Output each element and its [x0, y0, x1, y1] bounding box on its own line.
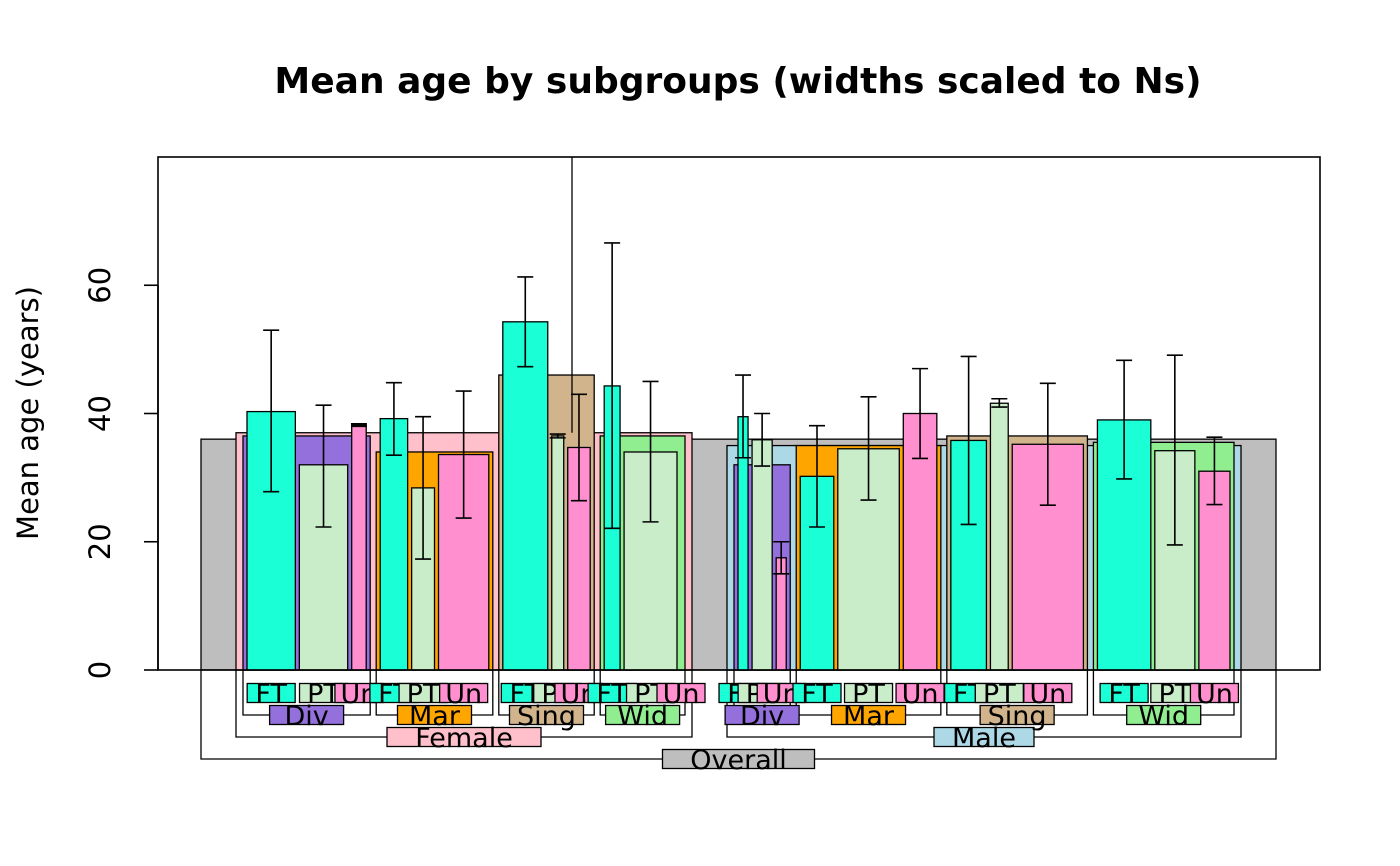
male-label: Male — [952, 723, 1016, 754]
female-sing-label: Sing — [517, 701, 576, 732]
male-sing-label-box — [979, 704, 1055, 726]
overall-label-box — [661, 748, 816, 770]
male-wid-ft-label: FT — [1108, 679, 1140, 710]
plot-frame — [157, 156, 1321, 671]
female-mar-un-label-box — [438, 682, 489, 704]
overall-label: Overall — [690, 745, 787, 776]
male-mar-pt-label-box — [843, 682, 894, 704]
male-mar-pt-label: PT — [852, 679, 885, 710]
male-div-label: Div — [740, 701, 784, 732]
male-sing-label: Sing — [988, 701, 1047, 732]
y-axis: 0 20 40 60 — [83, 267, 159, 679]
male-label-box — [933, 726, 1035, 748]
chart-title: Mean age by subgroups (widths scaled to … — [274, 61, 1201, 102]
female-mar-ft-bar — [379, 417, 409, 671]
male-mar-label: Mar — [843, 701, 895, 732]
male-mar-label-box — [830, 704, 907, 726]
male-sing-un-label-box — [1023, 682, 1073, 704]
male-div-un-bar — [775, 557, 787, 671]
male-mar-un-label: Un — [902, 679, 939, 710]
female-div-label-box — [268, 704, 345, 726]
female-sing-label-box — [508, 704, 585, 726]
female-div-un-bar — [351, 424, 367, 671]
male-wid-label-box — [1126, 704, 1202, 726]
bars — [200, 157, 1277, 671]
male-div-label-box — [724, 704, 800, 726]
female-wid-un-label: Un — [663, 679, 700, 710]
male-wid-un-label: Un — [1196, 679, 1233, 710]
female-wid-un-label-box — [656, 682, 706, 704]
female-mar-un-label: Un — [445, 679, 482, 710]
female-wid-ft-label: FT — [596, 679, 628, 710]
female-label: Female — [415, 723, 513, 754]
female-mar-label: Mar — [409, 701, 461, 732]
male-sing-un-label: Un — [1029, 679, 1066, 710]
female-mar-pt-label: PT — [407, 679, 440, 710]
y-tick-label-60: 60 — [83, 267, 117, 304]
y-axis-label: Mean age (years) — [11, 286, 45, 540]
y-tick-label-20: 20 — [83, 523, 117, 560]
female-wid-label: Wid — [617, 701, 668, 732]
female-label-box — [386, 726, 542, 748]
male-sing-pt-label: PT — [983, 679, 1016, 710]
y-tick-label-40: 40 — [83, 395, 117, 432]
female-div-ft-label-box — [246, 682, 296, 704]
female-div-ft-label: FT — [255, 679, 287, 710]
group-labels: Overall Female Male Div Mar Sing Wid Div Mar Sing… — [200, 670, 1277, 776]
male-wid-un-label-box — [1189, 682, 1240, 704]
female-sing-ft-bar — [502, 321, 549, 671]
male-wid-pt-label: PT — [1158, 679, 1191, 710]
male-div-pt-bar — [751, 439, 773, 671]
male-wid-ft-label-box — [1099, 682, 1149, 704]
male-wid-label: Wid — [1138, 701, 1189, 732]
male-mar-ft-label: FT — [801, 679, 833, 710]
female-sing-pt-bar — [551, 435, 565, 671]
male-sing-pt-bar — [989, 402, 1009, 671]
y-tick-label-0: 0 — [83, 661, 117, 679]
female-mar-label-box — [396, 704, 473, 726]
female-div-label: Div — [284, 701, 328, 732]
female-wid-label-box — [604, 704, 681, 726]
male-mar-ft-label-box — [792, 682, 842, 704]
